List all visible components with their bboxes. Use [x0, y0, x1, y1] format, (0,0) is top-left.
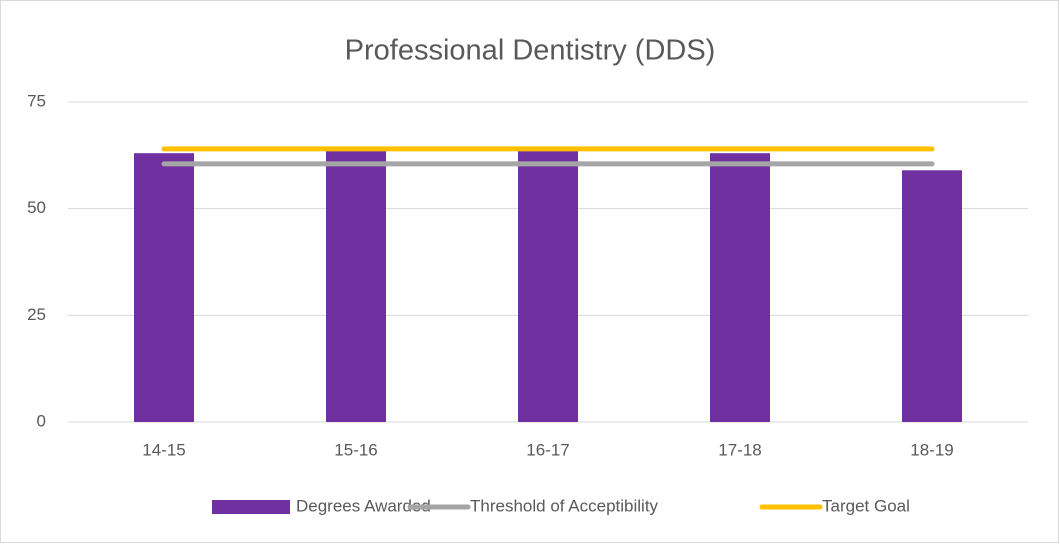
bar: [518, 148, 578, 422]
y-tick-label: 50: [27, 198, 46, 217]
bar: [710, 153, 770, 422]
x-tick-label: 17-18: [718, 440, 761, 459]
y-tick-label: 75: [27, 91, 46, 110]
bar: [134, 153, 194, 422]
chart-title: Professional Dentistry (DDS): [345, 35, 716, 67]
x-tick-label: 16-17: [526, 440, 569, 459]
legend-label: Target Goal: [822, 496, 910, 515]
x-tick-label: 18-19: [910, 440, 953, 459]
x-tick-label: 15-16: [334, 440, 377, 459]
bar: [326, 148, 386, 422]
y-tick-label: 25: [27, 305, 46, 324]
y-tick-label: 0: [37, 411, 46, 430]
bar: [902, 170, 962, 422]
legend-label: Degrees Awarded: [296, 496, 431, 515]
legend-swatch: [212, 500, 290, 514]
legend-label: Threshold of Acceptibility: [470, 496, 659, 515]
x-tick-label: 14-15: [142, 440, 185, 459]
